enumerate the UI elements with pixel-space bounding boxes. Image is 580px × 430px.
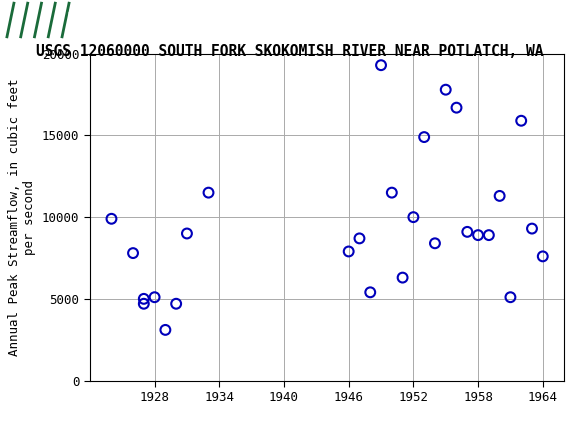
Y-axis label: Annual Peak Streamflow, in cubic feet
per second: Annual Peak Streamflow, in cubic feet pe… — [9, 78, 37, 356]
Point — [139, 295, 148, 302]
Point — [139, 300, 148, 307]
FancyBboxPatch shape — [7, 3, 62, 37]
Point — [452, 104, 461, 111]
Point — [344, 248, 353, 255]
Point — [441, 86, 451, 93]
Text: USGS 12060000 SOUTH FORK SKOKOMISH RIVER NEAR POTLATCH, WA: USGS 12060000 SOUTH FORK SKOKOMISH RIVER… — [36, 44, 544, 59]
Point — [376, 62, 386, 69]
Point — [506, 294, 515, 301]
Point — [107, 215, 116, 222]
Point — [495, 193, 504, 200]
Point — [517, 117, 526, 124]
Point — [182, 230, 191, 237]
Point — [430, 240, 440, 247]
Point — [419, 134, 429, 141]
Point — [484, 232, 494, 239]
Point — [365, 289, 375, 296]
Point — [150, 294, 160, 301]
Point — [409, 214, 418, 221]
Point — [204, 189, 213, 196]
Text: USGS: USGS — [67, 11, 122, 29]
Point — [527, 225, 536, 232]
Point — [172, 300, 181, 307]
Point — [161, 326, 170, 333]
Point — [538, 253, 548, 260]
Point — [355, 235, 364, 242]
Point — [398, 274, 407, 281]
Point — [387, 189, 397, 196]
Point — [473, 232, 483, 239]
Point — [128, 250, 137, 257]
Point — [463, 228, 472, 235]
